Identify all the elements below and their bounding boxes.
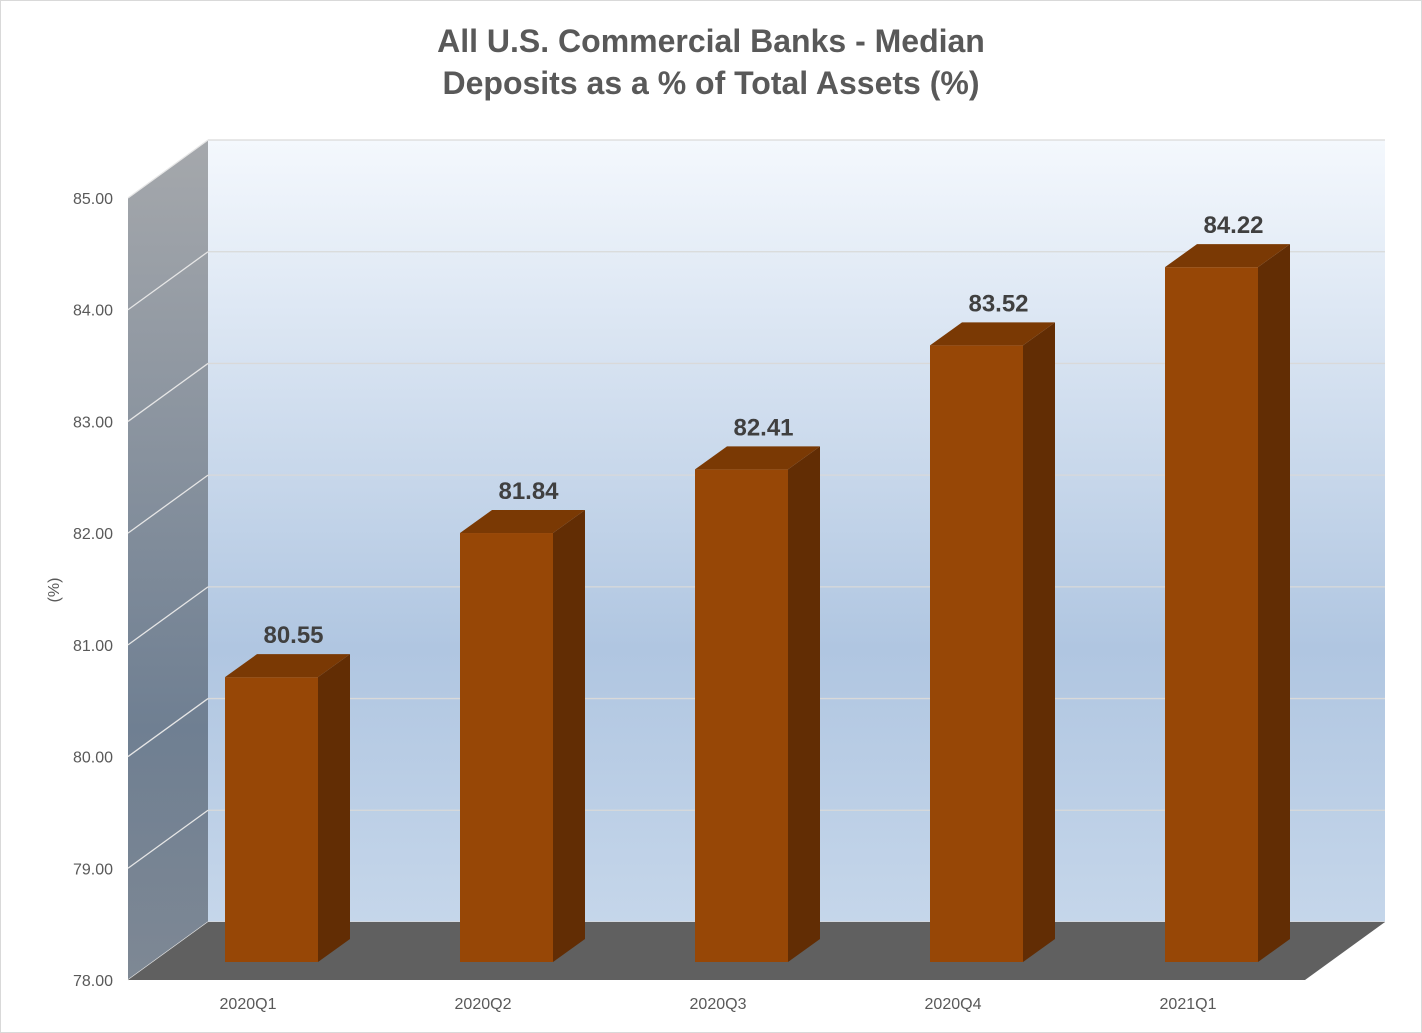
data-labels: 80.55 81.84 82.41 83.52 84.22	[263, 212, 1263, 649]
gridline-side	[127, 251, 209, 311]
y-tick-label: 79.00	[73, 861, 113, 878]
gridline-side	[127, 474, 209, 534]
y-tick-label: 80.00	[73, 750, 113, 767]
gridline-side	[127, 586, 209, 646]
bar-front	[460, 533, 553, 962]
gridline-side	[127, 809, 209, 869]
chart-title-line-1: All U.S. Commercial Banks - Median	[437, 23, 985, 59]
bar-side	[788, 446, 820, 963]
side-wall	[128, 140, 208, 980]
y-tick-label: 85.00	[73, 191, 113, 208]
x-tick-label: 2020Q3	[690, 996, 747, 1013]
data-label: 83.52	[968, 290, 1028, 317]
data-label: 84.22	[1203, 212, 1263, 239]
x-tick-label: 2020Q1	[220, 996, 277, 1013]
x-tick-label: 2020Q4	[925, 996, 982, 1013]
gridline-side	[127, 139, 209, 199]
bar-side	[1023, 322, 1055, 962]
data-label: 82.41	[733, 414, 793, 441]
bar-top	[225, 654, 350, 678]
y-tick-label: 81.00	[73, 638, 113, 655]
x-tick-label: 2020Q2	[455, 996, 512, 1013]
bar-front	[695, 469, 788, 962]
bar-side	[318, 654, 350, 962]
y-tick-label: 82.00	[73, 526, 113, 543]
bar-top	[930, 322, 1055, 346]
x-axis: 2020Q1 2020Q2 2020Q3 2020Q4 2021Q1	[220, 996, 1217, 1013]
x-tick-label: 2021Q1	[1160, 996, 1217, 1013]
y-tick-label: 83.00	[73, 414, 113, 431]
bar-top	[460, 510, 585, 534]
data-label: 81.84	[498, 478, 559, 505]
gridline-side	[127, 362, 209, 422]
bar-top	[1165, 244, 1290, 268]
chart-title-line-2: Deposits as a % of Total Assets (%)	[442, 65, 980, 101]
bar-top	[695, 446, 820, 470]
bar-front	[930, 345, 1023, 962]
bar-side	[553, 510, 585, 962]
chart-bars	[225, 244, 1290, 963]
y-tick-label: 84.00	[73, 303, 113, 320]
bar-side	[1258, 244, 1290, 962]
data-label: 80.55	[263, 622, 323, 649]
gridline-side	[127, 698, 209, 758]
bar-front	[1165, 267, 1258, 962]
y-axis-title: (%)	[46, 578, 63, 603]
bar-front	[225, 677, 318, 962]
y-tick-label: 78.00	[73, 973, 113, 990]
y-axis: 78.00 79.00 80.00 81.00 82.00 83.00 84.00 85.00	[73, 191, 113, 990]
chart-title: All U.S. Commercial Banks - Median Depos…	[0, 20, 1422, 104]
